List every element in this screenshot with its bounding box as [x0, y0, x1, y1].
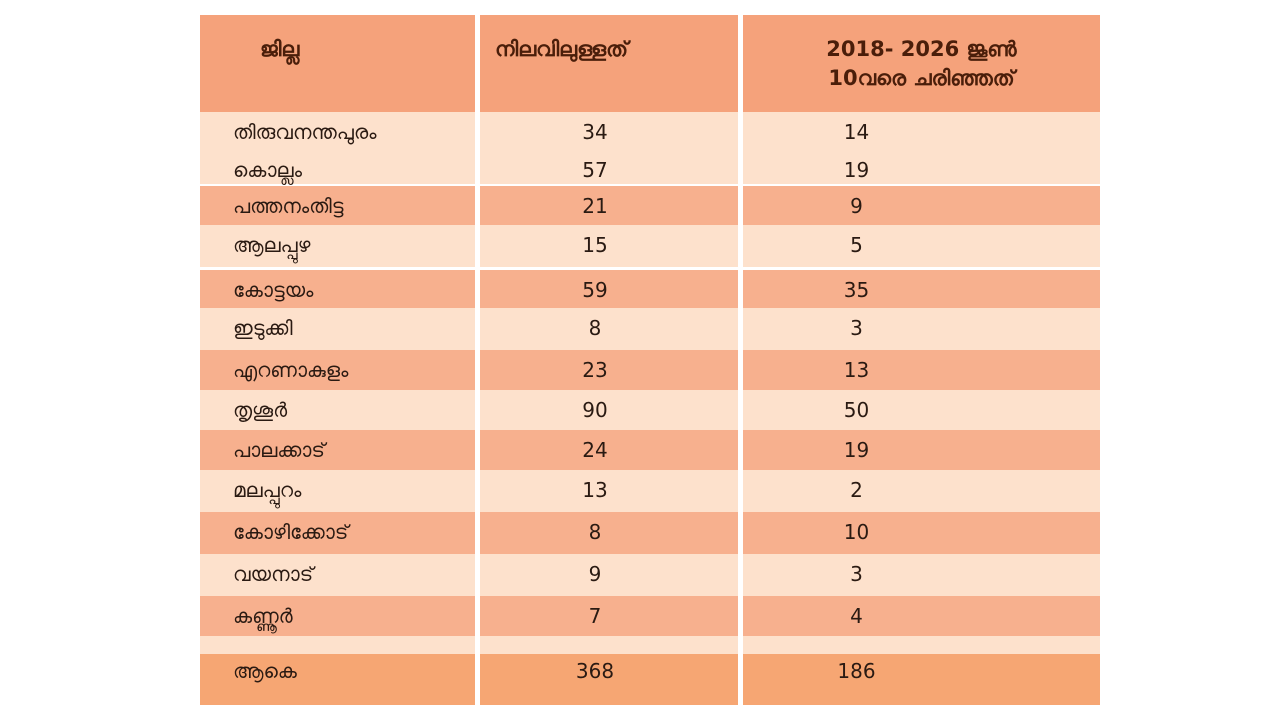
cell-lost: 9 — [743, 186, 1100, 225]
cell-existing: 8 — [480, 308, 738, 350]
district-table: ജില്ല നിലവിലുള്ളത് 2018- 2026 ജൂൺ 10വരെ … — [200, 15, 1100, 705]
table-row: കോഴിക്കോട് 8 10 — [200, 512, 1100, 554]
header-lost-line1: 2018- 2026 ജൂൺ — [826, 37, 1017, 61]
cell-existing: 57 — [480, 150, 738, 184]
cell-lost: 19 — [743, 150, 1100, 184]
total-lost: 186 — [743, 654, 1100, 705]
cell-existing: 90 — [480, 390, 738, 430]
table-row: പത്തനംതിട്ട 21 9 — [200, 186, 1100, 225]
spacer-cell — [480, 636, 738, 654]
cell-lost: 50 — [743, 390, 1100, 430]
cell-existing: 7 — [480, 596, 738, 636]
cell-lost: 14 — [743, 112, 1100, 150]
header-lost-line2: 10വരെ ചരിഞ്ഞത് — [828, 66, 1015, 90]
cell-existing: 9 — [480, 554, 738, 596]
cell-existing: 13 — [480, 470, 738, 512]
cell-lost: 35 — [743, 270, 1100, 308]
cell-existing: 21 — [480, 186, 738, 225]
table-row: വയനാട് 9 3 — [200, 554, 1100, 596]
table-row: കണ്ണൂർ 7 4 — [200, 596, 1100, 636]
cell-district: കൊല്ലം — [200, 150, 475, 184]
cell-district: എറണാകുളം — [200, 350, 475, 390]
cell-district: കണ്ണൂർ — [200, 596, 475, 636]
cell-lost: 10 — [743, 512, 1100, 554]
cell-lost: 19 — [743, 430, 1100, 470]
cell-district: കോട്ടയം — [200, 270, 475, 308]
cell-lost: 3 — [743, 554, 1100, 596]
cell-district: കോഴിക്കോട് — [200, 512, 475, 554]
cell-existing: 23 — [480, 350, 738, 390]
table-row: ഇടുക്കി 8 3 — [200, 308, 1100, 350]
cell-district: വയനാട് — [200, 554, 475, 596]
cell-district: തൃശൂർ — [200, 390, 475, 430]
cell-existing: 15 — [480, 225, 738, 267]
total-existing: 368 — [480, 654, 738, 705]
header-existing: നിലവിലുള്ളത് — [480, 15, 738, 112]
spacer-cell — [743, 636, 1100, 654]
cell-district: പത്തനംതിട്ട — [200, 186, 475, 225]
table-row: കൊല്ലം 57 19 — [200, 150, 1100, 184]
spacer-row — [200, 636, 1100, 654]
cell-lost: 2 — [743, 470, 1100, 512]
table-row: മലപ്പുറം 13 2 — [200, 470, 1100, 512]
cell-existing: 24 — [480, 430, 738, 470]
cell-district: പാലക്കാട് — [200, 430, 475, 470]
cell-existing: 59 — [480, 270, 738, 308]
spacer-cell — [200, 636, 475, 654]
total-label: ആകെ — [200, 654, 475, 705]
cell-district: ഇടുക്കി — [200, 308, 475, 350]
header-lost: 2018- 2026 ജൂൺ 10വരെ ചരിഞ്ഞത് — [743, 15, 1100, 112]
table-row: തിരുവനന്തപുരം 34 14 — [200, 112, 1100, 150]
cell-lost: 4 — [743, 596, 1100, 636]
cell-existing: 34 — [480, 112, 738, 150]
table-row: എറണാകുളം 23 13 — [200, 350, 1100, 390]
cell-lost: 5 — [743, 225, 1100, 267]
cell-lost: 3 — [743, 308, 1100, 350]
cell-existing: 8 — [480, 512, 738, 554]
table-row: പാലക്കാട് 24 19 — [200, 430, 1100, 470]
total-row: ആകെ 368 186 — [200, 654, 1100, 705]
cell-district: ആലപ്പുഴ — [200, 225, 475, 267]
table-row: കോട്ടയം 59 35 — [200, 270, 1100, 308]
cell-district: തിരുവനന്തപുരം — [200, 112, 475, 150]
header-district: ജില്ല — [200, 15, 475, 112]
cell-lost: 13 — [743, 350, 1100, 390]
header-row: ജില്ല നിലവിലുള്ളത് 2018- 2026 ജൂൺ 10വരെ … — [200, 15, 1100, 112]
table-row: തൃശൂർ 90 50 — [200, 390, 1100, 430]
table-row: ആലപ്പുഴ 15 5 — [200, 225, 1100, 267]
cell-district: മലപ്പുറം — [200, 470, 475, 512]
